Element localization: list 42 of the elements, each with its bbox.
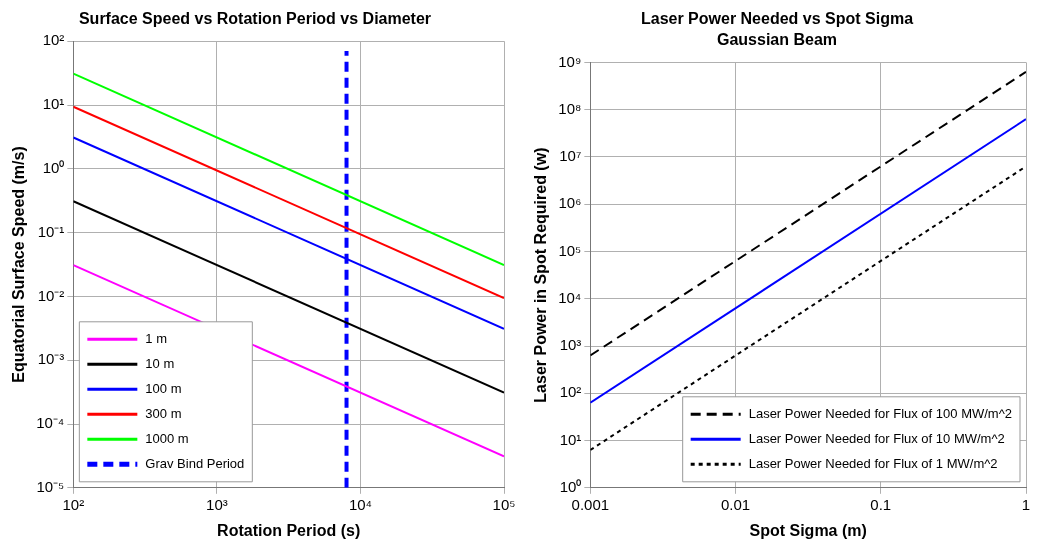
legend-label: Grav Bind Period <box>145 455 245 471</box>
y-tick-label: 10⁸ <box>558 99 582 117</box>
x-axis-title: Spot Sigma (m) <box>749 521 867 539</box>
y-tick-label: 10¹ <box>559 430 582 448</box>
y-tick-label: 10⁶ <box>558 194 582 212</box>
y-tick-label: 10⁰ <box>42 158 65 176</box>
y-tick-label: 10⁻⁴ <box>36 414 65 432</box>
legend-label: 300 m <box>145 405 182 421</box>
legend-label: 10 m <box>145 355 175 371</box>
y-tick-label: 10¹ <box>42 95 65 113</box>
legend-label: Laser Power Needed for Flux of 100 MW/m^2 <box>748 405 1013 421</box>
x-tick-label: 0.1 <box>870 495 892 513</box>
x-tick-label: 10³ <box>206 495 228 513</box>
legend-label: 100 m <box>145 380 182 396</box>
legend-label: 1 m <box>145 330 167 346</box>
y-tick-label: 10² <box>559 383 582 401</box>
y-tick-label: 10⁷ <box>559 147 582 165</box>
x-tick-label: 0.001 <box>571 495 610 513</box>
x-tick-label: 0.01 <box>720 495 751 513</box>
x-tick-label: 10² <box>62 495 85 513</box>
y-tick-label: 10² <box>42 31 65 49</box>
chart-title: Laser Power Needed vs Spot Sigma <box>640 10 914 28</box>
y-tick-label: 10⁴ <box>558 288 582 306</box>
y-axis-title: Laser Power in Spot Required (w) <box>532 147 550 403</box>
y-tick-label: 10⁻³ <box>37 350 65 368</box>
chart-subtitle: Gaussian Beam <box>716 31 838 49</box>
legend-label: Laser Power Needed for Flux of 10 MW/m^2 <box>748 430 1005 446</box>
x-axis-title: Rotation Period (s) <box>217 521 361 539</box>
y-tick-label: 10³ <box>559 336 582 354</box>
chart-title: Surface Speed vs Rotation Period vs Diameter <box>78 10 432 28</box>
y-tick-label: 10⁻¹ <box>37 222 65 240</box>
legend-label: 1000 m <box>145 430 189 446</box>
y-tick-label: 10⁵ <box>558 241 582 259</box>
x-tick-label: 10⁵ <box>492 495 516 513</box>
y-axis-title: Equatorial Surface Speed (m/s) <box>10 146 28 383</box>
y-tick-label: 10⁻⁵ <box>36 477 65 495</box>
legend-label: Laser Power Needed for Flux of 1 MW/m^2 <box>748 455 998 471</box>
y-tick-label: 10⁹ <box>558 52 582 70</box>
x-tick-label: 10⁴ <box>348 495 373 513</box>
x-tick-label: 1 <box>1021 495 1031 513</box>
y-tick-label: 10⁻² <box>37 286 65 304</box>
y-tick-label: 10⁰ <box>559 477 582 495</box>
